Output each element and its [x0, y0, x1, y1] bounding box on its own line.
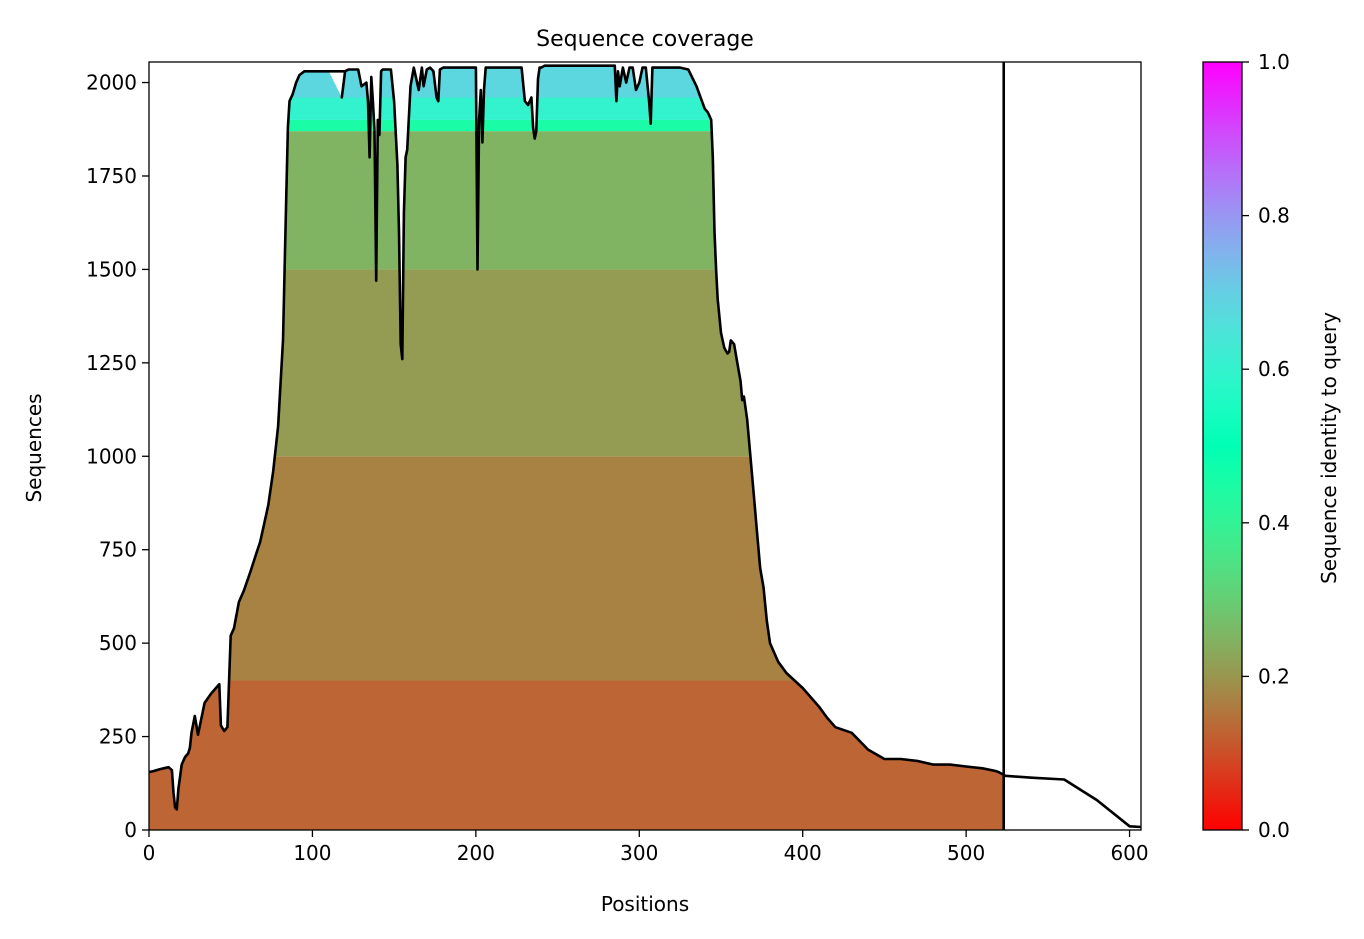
colorbar-tick-label: 0.8: [1258, 204, 1290, 228]
x-axis-label: Positions: [601, 892, 689, 916]
colorbar-tick-label: 0.6: [1258, 357, 1290, 381]
identity-band: [149, 131, 1004, 270]
colorbar-tick-label: 0.4: [1258, 511, 1290, 535]
colorbar-tick-label: 0.2: [1258, 664, 1290, 688]
y-tick-label: 250: [99, 725, 137, 749]
x-tick-label: 400: [784, 841, 822, 865]
colorbar-tick-label: 1.0: [1258, 50, 1290, 74]
colorbar-gradient: [1202, 61, 1243, 831]
colorbar-ticks: 0.0 0.2 0.4 0.6 0.8 1.0: [1242, 50, 1290, 842]
y-tick-label: 1000: [86, 444, 137, 468]
x-tick-label: 600: [1110, 841, 1148, 865]
y-axis: 0 250 500 750 1000 1250 1500 1750 2000: [86, 71, 149, 842]
y-tick-label: 1250: [86, 351, 137, 375]
colorbar-label: Sequence identity to query: [1317, 312, 1341, 584]
colorbar: 0.0 0.2 0.4 0.6 0.8 1.0 Sequence identity to …: [1202, 50, 1341, 842]
y-tick-label: 1750: [86, 164, 137, 188]
identity-band: [149, 456, 1004, 681]
identity-band: [149, 119, 1004, 132]
x-tick-label: 0: [143, 841, 156, 865]
chart-title: Sequence coverage: [536, 27, 754, 52]
y-tick-label: 0: [124, 818, 137, 842]
x-axis: 0 100 200 300 400 500 600: [143, 830, 1149, 865]
identity-band: [149, 65, 1004, 98]
colorbar-tick-label: 0.0: [1258, 818, 1290, 842]
y-tick-label: 500: [99, 631, 137, 655]
x-tick-label: 300: [620, 841, 658, 865]
x-tick-label: 500: [947, 841, 985, 865]
y-tick-label: 750: [99, 538, 137, 562]
x-tick-label: 200: [457, 841, 495, 865]
identity-band: [149, 97, 1004, 120]
plot-frame: [148, 61, 1142, 831]
y-axis-label: Sequences: [22, 393, 46, 502]
x-tick-label: 100: [293, 841, 331, 865]
y-tick-label: 1500: [86, 257, 137, 281]
coverage-line: [148, 64, 1142, 829]
y-tick-label: 2000: [86, 71, 137, 95]
